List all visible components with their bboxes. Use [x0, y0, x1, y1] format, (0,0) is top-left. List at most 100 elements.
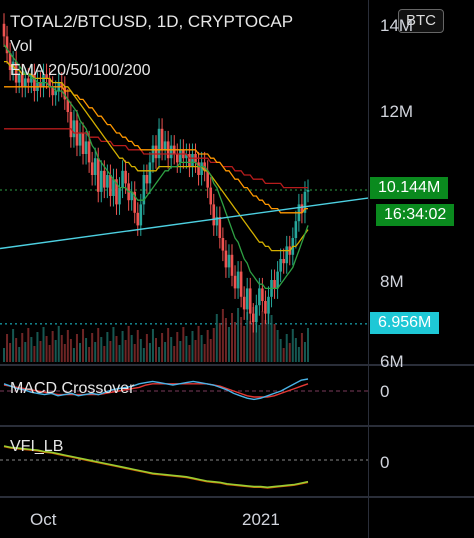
candle-body	[39, 82, 42, 87]
candle-body	[218, 217, 222, 238]
volume-bar	[264, 320, 267, 362]
volume-bar	[9, 343, 12, 362]
volume-bar	[194, 340, 197, 362]
volume-bar	[273, 324, 276, 362]
vol-indicator-label[interactable]: Vol	[10, 38, 33, 55]
candle-body	[139, 204, 143, 226]
candle-body	[303, 191, 307, 213]
volume-bar	[276, 330, 279, 362]
candle-body	[124, 170, 127, 184]
volume-bar	[179, 341, 182, 362]
volume-bar	[85, 338, 88, 362]
candle-body	[66, 99, 70, 112]
candle-body	[60, 82, 64, 87]
volume-bar	[288, 343, 291, 362]
candle-body	[179, 149, 182, 163]
countdown-tag: 16:34:02	[376, 204, 455, 226]
volume-bar	[200, 335, 203, 362]
candle-body	[121, 170, 124, 188]
volume-bar	[39, 341, 42, 362]
candle-body	[84, 141, 88, 154]
candle-body	[136, 212, 140, 226]
volume-bar	[176, 332, 179, 362]
volume-bar	[27, 328, 30, 362]
volume-bar	[109, 341, 112, 362]
ema-indicator-label[interactable]: EMA 20/50/100/200	[10, 62, 151, 79]
time-tick-oct: Oct	[30, 510, 57, 529]
volume-bar	[191, 331, 194, 362]
candle-body	[106, 175, 109, 188]
volume-bar	[221, 309, 224, 362]
volume-bar	[249, 321, 252, 362]
candle-body	[42, 74, 45, 87]
candle-body	[233, 275, 237, 289]
candle-body	[63, 86, 67, 100]
volume-bar	[124, 340, 127, 362]
volume-bar	[79, 343, 81, 362]
candle-body	[236, 271, 240, 289]
candle-body	[14, 61, 18, 83]
volume-bar	[237, 308, 240, 362]
vfi-label[interactable]: VFI_LB	[10, 438, 64, 455]
candle-body	[157, 128, 161, 159]
volume-bar	[158, 347, 161, 362]
support-price-tag: 6.956M	[370, 312, 440, 334]
volume-bar	[294, 338, 297, 362]
candle-body	[2, 23, 6, 37]
candle-body	[251, 313, 255, 322]
volume-bar	[142, 348, 145, 362]
macd-label[interactable]: MACD Crossover	[10, 380, 135, 397]
candle-body	[45, 74, 48, 79]
volume-bar	[212, 328, 215, 362]
volume-bar	[24, 342, 27, 362]
chart-title: TOTAL2/BTCUSD, 1D, CRYPTOCAP	[10, 12, 294, 31]
candle-body	[81, 133, 85, 154]
candle-body	[212, 204, 216, 226]
price-tick-12m: 12M	[380, 102, 414, 121]
volume-bar	[206, 330, 209, 362]
candle-body	[160, 128, 164, 150]
price-tick-6m: 6M	[380, 352, 404, 371]
volume-bar	[240, 317, 243, 362]
volume-bar	[209, 339, 212, 362]
volume-bar	[36, 332, 39, 362]
volume-bar	[69, 339, 72, 362]
volume-bar	[182, 327, 185, 362]
currency-badge[interactable]: BTC	[398, 9, 444, 33]
candle-body	[115, 179, 118, 205]
volume-bar	[82, 329, 85, 362]
candle-body	[148, 162, 152, 184]
candle-body	[154, 145, 158, 159]
candle-body	[93, 158, 97, 175]
candle-body	[118, 187, 121, 205]
volume-bar	[100, 337, 103, 362]
macd-line	[3, 378, 309, 401]
ema20-line	[3, 44, 309, 290]
candle-body	[185, 154, 188, 159]
volume-bar	[15, 338, 18, 362]
candle-body	[133, 191, 137, 213]
volume-bar	[282, 348, 285, 362]
volume-bar	[203, 344, 206, 362]
volume-bar	[75, 334, 78, 362]
candle-body	[242, 296, 246, 310]
volume-bar	[94, 342, 97, 362]
candle-body	[51, 86, 54, 96]
volume-bar	[51, 331, 54, 362]
macd-zero-tick: 0	[380, 382, 390, 401]
price-tick-14m: 14M	[380, 16, 414, 35]
price-axis-divider	[368, 0, 369, 538]
volume-bar	[21, 333, 24, 362]
volume-bar	[30, 337, 33, 362]
candle-body	[215, 217, 219, 226]
candle-body	[48, 78, 51, 87]
candle-body	[175, 154, 179, 163]
candle-body	[69, 112, 73, 138]
volume-bar	[3, 348, 5, 362]
candle-body	[23, 78, 27, 87]
volume-bar	[303, 342, 306, 362]
volume-bar	[188, 345, 191, 362]
candle-body	[8, 53, 12, 70]
volume-bar	[291, 329, 294, 362]
